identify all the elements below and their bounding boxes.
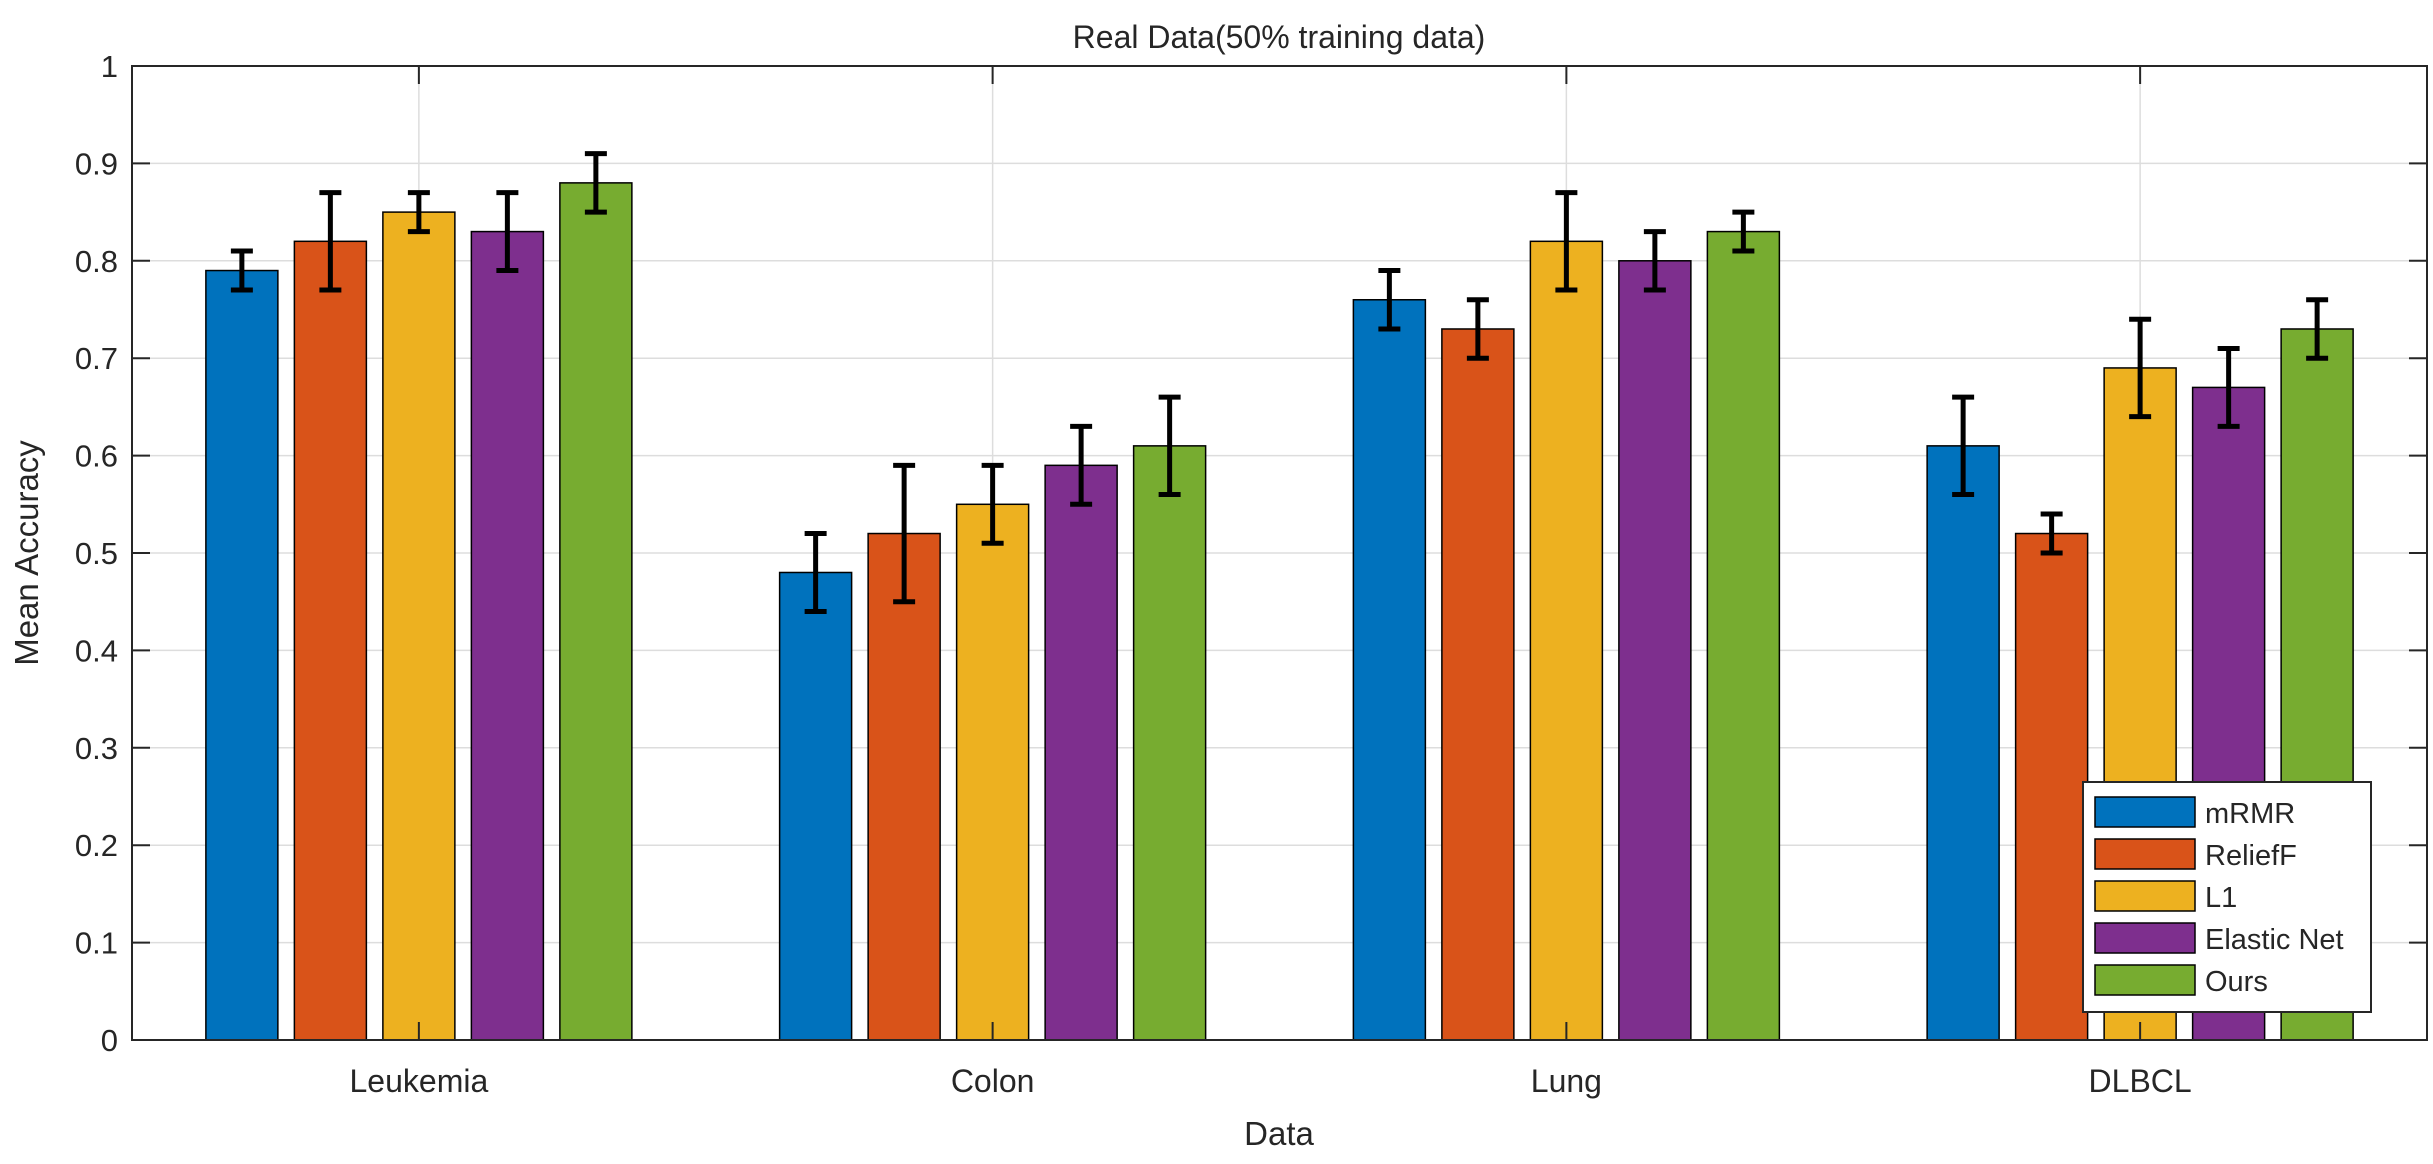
x-tick-label: Leukemia [350, 1063, 489, 1099]
y-tick-label: 0.8 [75, 244, 118, 279]
error-bars [230, 151, 2329, 614]
legend-swatch [2094, 922, 2196, 954]
chart-title: Real Data(50% training data) [1073, 19, 1486, 55]
bar [1618, 260, 1692, 1041]
bar [293, 240, 368, 1041]
bar [1441, 328, 1515, 1041]
legend-swatch [2094, 880, 2196, 912]
bar [1926, 445, 2000, 1041]
legend-swatch [2094, 964, 2196, 996]
y-tick-label: 0.7 [75, 341, 118, 376]
bars [205, 182, 2354, 1041]
legend: mRMR ReliefF L1 Elastic Net Ours [2082, 781, 2372, 1013]
x-axis: Leukemia Colon Lung DLBCL [350, 66, 2192, 1099]
bar [1044, 464, 1118, 1041]
x-tick-label: Colon [951, 1063, 1035, 1099]
legend-entry: L1 [2205, 882, 2237, 914]
y-axis-label: Mean Accuracy [8, 440, 45, 666]
y-tick-label: 0.6 [75, 439, 118, 474]
legend-swatch [2094, 796, 2196, 828]
bar [1529, 240, 1604, 1041]
y-tick-label: 0.1 [75, 926, 118, 961]
bar [559, 182, 633, 1041]
y-axis: 0 0.1 0.2 0.3 0.4 0.5 0.6 0.7 0.8 0.9 1 [75, 49, 2427, 1058]
legend-entry: Ours [2205, 966, 2268, 998]
bar [1706, 230, 1781, 1041]
x-tick-label: DLBCL [2089, 1063, 2192, 1099]
bar [1352, 299, 1427, 1041]
legend-swatch [2094, 838, 2196, 870]
y-tick-label: 0 [101, 1023, 118, 1058]
y-tick-label: 1 [101, 49, 118, 84]
legend-entry: Elastic Net [2205, 924, 2344, 956]
bar [955, 503, 1030, 1041]
bar [867, 532, 941, 1041]
y-tick-label: 0.2 [75, 828, 118, 863]
x-axis-label: Data [1244, 1115, 1314, 1152]
legend-entry: mRMR [2205, 798, 2295, 830]
bar [1132, 445, 1207, 1041]
bar [2014, 532, 2089, 1041]
y-tick-label: 0.3 [75, 731, 118, 766]
legend-entry: ReliefF [2205, 840, 2297, 872]
x-tick-label: Lung [1531, 1063, 1602, 1099]
y-tick-label: 0.4 [75, 633, 118, 668]
bar [382, 211, 456, 1041]
y-tick-label: 0.5 [75, 536, 118, 571]
bar [205, 269, 279, 1041]
y-tick-label: 0.9 [75, 146, 118, 181]
bar [778, 571, 853, 1041]
bar [470, 230, 545, 1041]
